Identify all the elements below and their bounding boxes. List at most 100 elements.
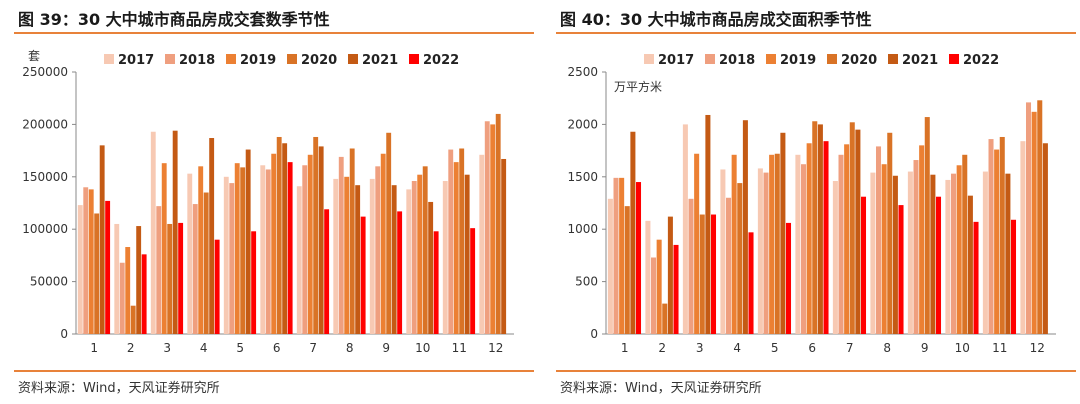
bar xyxy=(119,262,125,334)
bar xyxy=(209,138,215,334)
legend-label: 2019 xyxy=(240,53,276,68)
y-axis-label: 套 xyxy=(28,49,40,63)
y-axis-label: 万平方米 xyxy=(614,79,662,94)
bar xyxy=(748,232,754,334)
x-tick-label: 7 xyxy=(846,341,854,355)
bar xyxy=(832,180,838,334)
bar xyxy=(501,158,507,334)
legend-label: 2022 xyxy=(423,53,459,68)
bar xyxy=(994,149,1000,334)
bar xyxy=(849,122,855,334)
x-tick-label: 10 xyxy=(955,341,970,355)
bar xyxy=(742,120,748,335)
bar xyxy=(397,211,403,334)
x-tick-label: 11 xyxy=(992,341,1007,355)
bar xyxy=(453,162,459,334)
bar xyxy=(136,226,142,334)
y-tick-label: 2500 xyxy=(567,65,598,79)
bar xyxy=(656,239,662,334)
y-tick-label: 0 xyxy=(60,327,68,341)
bar xyxy=(203,192,209,334)
bar xyxy=(651,257,657,334)
bar xyxy=(333,178,339,334)
bar xyxy=(694,153,700,334)
bar xyxy=(763,172,769,334)
chart-panel-area: 图 40：30 大中城市商品房成交面积季节性 0 500 1000 1500 2000 2… xyxy=(556,0,1076,404)
bar xyxy=(380,153,386,334)
bar xyxy=(720,169,726,334)
bar xyxy=(1020,141,1026,334)
bar xyxy=(484,121,490,334)
bar xyxy=(699,214,705,334)
bar xyxy=(344,176,350,334)
bar xyxy=(930,174,936,334)
bar xyxy=(817,124,823,335)
x-tick-label: 1 xyxy=(90,341,98,355)
bar xyxy=(83,187,89,334)
bar xyxy=(307,154,313,334)
bar xyxy=(769,154,775,334)
bar xyxy=(973,221,979,334)
bar xyxy=(613,177,619,334)
bar xyxy=(141,254,147,334)
bar xyxy=(318,146,324,334)
bar xyxy=(192,204,198,334)
bar xyxy=(1011,219,1017,334)
legend-swatch xyxy=(827,54,837,64)
legend-swatch xyxy=(287,54,297,64)
bar xyxy=(688,198,694,334)
bar xyxy=(442,180,448,334)
legend-swatch xyxy=(766,54,776,64)
bar xyxy=(757,168,763,334)
bar xyxy=(338,156,344,334)
bar xyxy=(375,166,381,334)
bar xyxy=(705,114,711,334)
bar xyxy=(271,153,277,334)
bar xyxy=(624,206,630,334)
legend-label: 2022 xyxy=(963,53,999,68)
bar xyxy=(844,144,850,334)
bar xyxy=(780,132,786,334)
bar xyxy=(1042,143,1048,334)
bar xyxy=(459,148,465,334)
bar xyxy=(406,189,412,334)
bar xyxy=(276,136,282,334)
source-note: 资料来源：Wind，天风证券研究所 xyxy=(18,381,220,396)
bar xyxy=(806,143,812,334)
bar xyxy=(296,186,302,334)
bar xyxy=(786,222,792,334)
bar xyxy=(711,214,717,334)
bar xyxy=(422,166,428,334)
source-divider xyxy=(556,370,1076,372)
bar xyxy=(876,146,882,334)
x-tick-label: 2 xyxy=(658,341,666,355)
bar xyxy=(391,185,397,334)
bar xyxy=(417,174,423,334)
bar xyxy=(607,198,613,334)
legend-swatch xyxy=(949,54,959,64)
bar xyxy=(214,239,220,334)
bar xyxy=(855,129,861,334)
legend-swatch xyxy=(644,54,654,64)
chart-title: 图 39：30 大中城市商品房成交套数季节性 xyxy=(18,10,330,29)
y-tick-label: 0 xyxy=(590,327,598,341)
bar xyxy=(77,205,83,334)
bar xyxy=(636,182,642,334)
x-tick-label: 8 xyxy=(883,341,891,355)
bar xyxy=(470,228,476,334)
legend-label: 2020 xyxy=(301,53,337,68)
bar xyxy=(619,177,625,334)
bar xyxy=(223,176,229,334)
bar xyxy=(240,167,246,334)
bar xyxy=(951,173,957,334)
bar xyxy=(411,180,417,334)
x-tick-label: 12 xyxy=(488,341,503,355)
y-tick-label: 50000 xyxy=(30,275,68,289)
x-tick-label: 5 xyxy=(771,341,779,355)
bar xyxy=(1026,102,1032,334)
bar xyxy=(731,154,737,334)
bar xyxy=(234,163,240,334)
bar xyxy=(667,216,673,334)
y-tick-label: 250000 xyxy=(22,65,68,79)
bar xyxy=(956,165,962,334)
